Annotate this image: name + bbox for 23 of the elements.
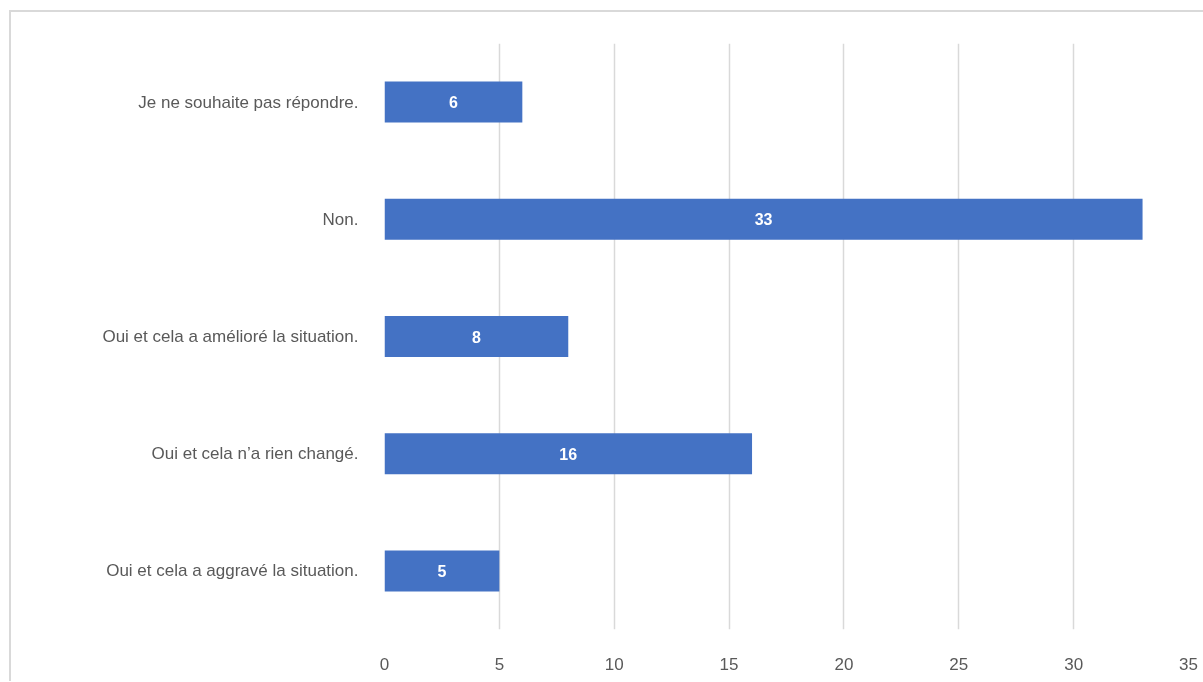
bar (384, 198, 1143, 240)
y-tick-label: Je ne souhaite pas répondre. (138, 92, 359, 112)
bar (384, 433, 753, 475)
x-tick-label: 30 (1064, 654, 1084, 674)
y-tick-label: Oui et cela n’a rien changé. (151, 444, 359, 464)
x-tick-label: 35 (1179, 654, 1198, 674)
x-tick-label: 15 (719, 654, 739, 674)
bar (384, 315, 569, 358)
x-tick-label: 5 (494, 654, 505, 674)
x-tick-label: 25 (949, 654, 969, 674)
x-tick-label: 0 (379, 654, 390, 674)
y-tick-label: Oui et cela a amélioré la situation. (102, 327, 359, 346)
data-label: 5 (437, 562, 447, 580)
x-tick-label: 10 (604, 654, 624, 674)
data-label: 16 (559, 445, 578, 463)
data-label: 6 (448, 94, 458, 112)
data-label: 8 (471, 328, 481, 346)
x-tick-label: 20 (834, 654, 854, 674)
bar (384, 550, 500, 592)
y-tick-label: Oui et cela a aggravé la situation. (106, 561, 359, 581)
y-tick-label: Non. (322, 209, 359, 229)
data-label: 33 (754, 211, 773, 229)
bar (384, 81, 523, 123)
